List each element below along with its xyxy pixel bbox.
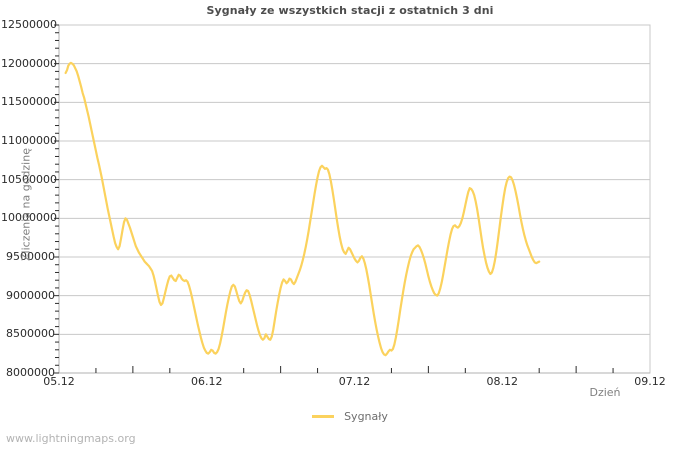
y-tick-label: 11000000 — [1, 134, 57, 147]
x-tick-label: 07.12 — [338, 375, 371, 388]
y-tick-label: 12500000 — [1, 18, 57, 31]
y-tick-label: 11500000 — [1, 95, 57, 109]
legend-label-sygnaly: Sygnały — [344, 410, 388, 423]
footer-watermark: www.lightningmaps.org — [6, 432, 136, 445]
y-tick-label: 8000000 — [6, 366, 55, 379]
y-tick-label: 9500000 — [6, 250, 55, 263]
y-tick-label: 9000000 — [6, 288, 55, 302]
x-tick-label: 08.12 — [486, 375, 519, 388]
x-axis-title: Dzień — [589, 386, 621, 399]
y-tick-label: 8500000 — [6, 327, 55, 341]
x-tick-label: 09.12 — [634, 375, 666, 388]
chart-legend: Sygnały — [0, 410, 700, 423]
legend-swatch-sygnaly — [312, 415, 335, 418]
x-tick-label: 06.12 — [191, 375, 223, 388]
x-tick-label: 05.12 — [43, 375, 75, 388]
y-tick-label: 10000000 — [1, 211, 57, 225]
chart-title: Sygnały ze wszystkich stacji z ostatnich… — [206, 4, 494, 17]
y-axis-title: Zliczenia na godzinę — [19, 148, 33, 261]
y-tick-label: 10500000 — [1, 172, 57, 186]
y-tick-label: 12000000 — [1, 56, 57, 70]
